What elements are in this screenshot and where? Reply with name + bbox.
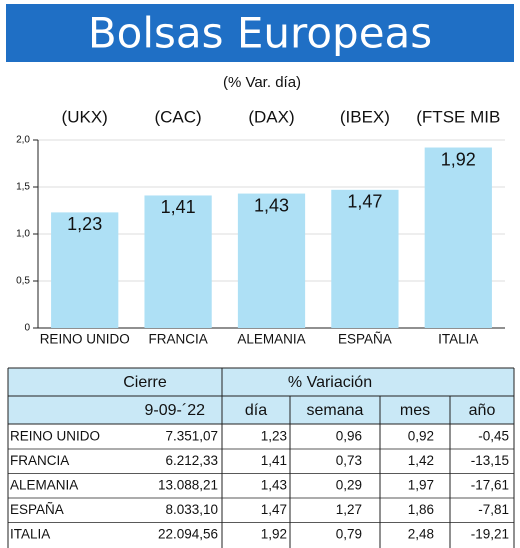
x-tick-label: ITALIA — [438, 332, 478, 347]
table-cell: 2,48 — [408, 527, 434, 542]
bar — [237, 193, 306, 328]
index-label: (DAX) — [248, 107, 294, 126]
bar — [424, 147, 492, 328]
index-label: (IBEX) — [340, 107, 390, 126]
bar — [144, 195, 212, 328]
value-label: 1,43 — [254, 195, 289, 215]
table-cell: -13,15 — [471, 453, 509, 468]
table-cell: 0,96 — [336, 429, 362, 444]
bar — [51, 212, 119, 328]
row-label: ITALIA — [10, 527, 50, 542]
table: Cierre % Variación 9-09-´22 día semana mes… — [7, 367, 515, 548]
y-tick-label: 1,5 — [16, 182, 30, 193]
column-header: semana — [307, 402, 364, 419]
index-label: (UKX) — [62, 107, 108, 126]
table-cell: 7.351,07 — [165, 429, 218, 444]
table-cell: 0,29 — [336, 478, 362, 493]
index-label: (CAC) — [154, 107, 201, 126]
y-tick-label: 2,0 — [16, 135, 30, 146]
x-tick-label: ESPAÑA — [338, 332, 392, 347]
table-cell: 0,73 — [336, 453, 362, 468]
value-label: 1,23 — [67, 214, 102, 234]
y-tick-label: 1,0 — [16, 229, 30, 240]
table-cell: -19,21 — [471, 527, 509, 542]
chart: 0 0,5 1,0 1,5 2,0 1,23 REINO UNIDO (UKX) 1,41 FRA… — [16, 107, 505, 347]
table-cell: 6.212,33 — [165, 453, 218, 468]
value-label: 1,41 — [161, 197, 196, 217]
table-cell: -17,61 — [471, 478, 509, 493]
table-cell: 1,27 — [336, 502, 362, 517]
table-cell: 0,92 — [408, 429, 434, 444]
chart-subtitle: (% Var. día) — [223, 74, 301, 91]
table-cell: 0,79 — [336, 527, 362, 542]
table-cell: 22.094,56 — [158, 527, 218, 542]
column-header: mes — [400, 402, 430, 419]
value-label: 1,47 — [347, 192, 382, 212]
table-cell: 1,86 — [408, 502, 434, 517]
table-cell: 1,47 — [261, 502, 287, 517]
value-label: 1,92 — [441, 149, 476, 169]
table-cell: 1,42 — [408, 453, 434, 468]
table-cell: -7,81 — [478, 502, 509, 517]
y-tick-label: 0,5 — [16, 276, 30, 287]
table-cell: 1,41 — [261, 453, 287, 468]
row-label: ALEMANIA — [10, 478, 78, 493]
index-label: (FTSE MIB — [416, 107, 500, 126]
x-tick-label: ALEMANIA — [237, 332, 305, 347]
table-cell: 1,92 — [261, 527, 287, 542]
column-header: día — [245, 402, 267, 419]
row-label: FRANCIA — [10, 453, 69, 468]
row-label: REINO UNIDO — [10, 429, 100, 444]
column-header: año — [469, 402, 496, 419]
table-header: % Variación — [288, 374, 372, 391]
table-cell: -0,45 — [478, 429, 509, 444]
title-banner — [6, 4, 514, 62]
table-date: 9-09-´22 — [145, 402, 206, 419]
x-tick-label: REINO UNIDO — [40, 332, 130, 347]
table-cell: 13.088,21 — [158, 478, 218, 493]
chart-title: Bolsas Europeas — [88, 9, 432, 58]
table-header: Cierre — [123, 374, 167, 391]
y-tick-label: 0 — [24, 323, 30, 334]
table-cell: 1,97 — [408, 478, 434, 493]
x-tick-label: FRANCIA — [148, 332, 207, 347]
row-label: ESPAÑA — [10, 502, 64, 517]
table-cell: 1,43 — [261, 478, 287, 493]
table-cell: 1,23 — [261, 429, 287, 444]
bar — [331, 189, 399, 328]
table-cell: 8.033,10 — [165, 502, 218, 517]
